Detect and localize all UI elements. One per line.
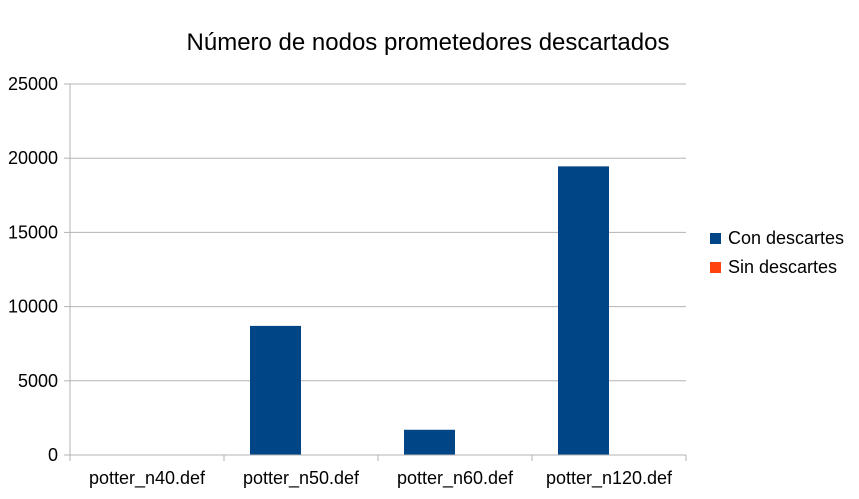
legend-swatch — [710, 233, 721, 244]
y-tick-label: 5000 — [18, 371, 58, 391]
bar-con-descartes-1 — [250, 325, 301, 455]
y-tick-labels: 0 5000 10000 15000 20000 25000 — [8, 74, 58, 465]
bar-con-descartes-2 — [404, 429, 455, 455]
x-tick-label: potter_n40.def — [89, 468, 206, 489]
y-tick-label: 0 — [48, 445, 58, 465]
y-tick-label: 10000 — [8, 297, 58, 317]
legend-label: Con descartes — [728, 228, 844, 248]
y-tick-label: 20000 — [8, 148, 58, 168]
legend-swatch — [710, 262, 721, 273]
bar-con-descartes-3 — [558, 166, 609, 455]
y-tick-label: 15000 — [8, 222, 58, 242]
y-tick-label: 25000 — [8, 74, 58, 94]
legend-label: Sin descartes — [728, 257, 837, 277]
bars — [96, 166, 609, 455]
gridlines — [64, 83, 687, 461]
axes — [69, 84, 686, 456]
legend: Con descartes Sin descartes — [710, 228, 844, 277]
x-tick-label: potter_n50.def — [243, 468, 360, 489]
x-tick-label: potter_n120.def — [546, 468, 673, 489]
x-tick-labels: potter_n40.def potter_n50.def potter_n60.d… — [89, 468, 673, 489]
chart-title: Número de nodos prometedores descartados — [187, 29, 670, 56]
x-tick-label: potter_n60.def — [397, 468, 514, 489]
